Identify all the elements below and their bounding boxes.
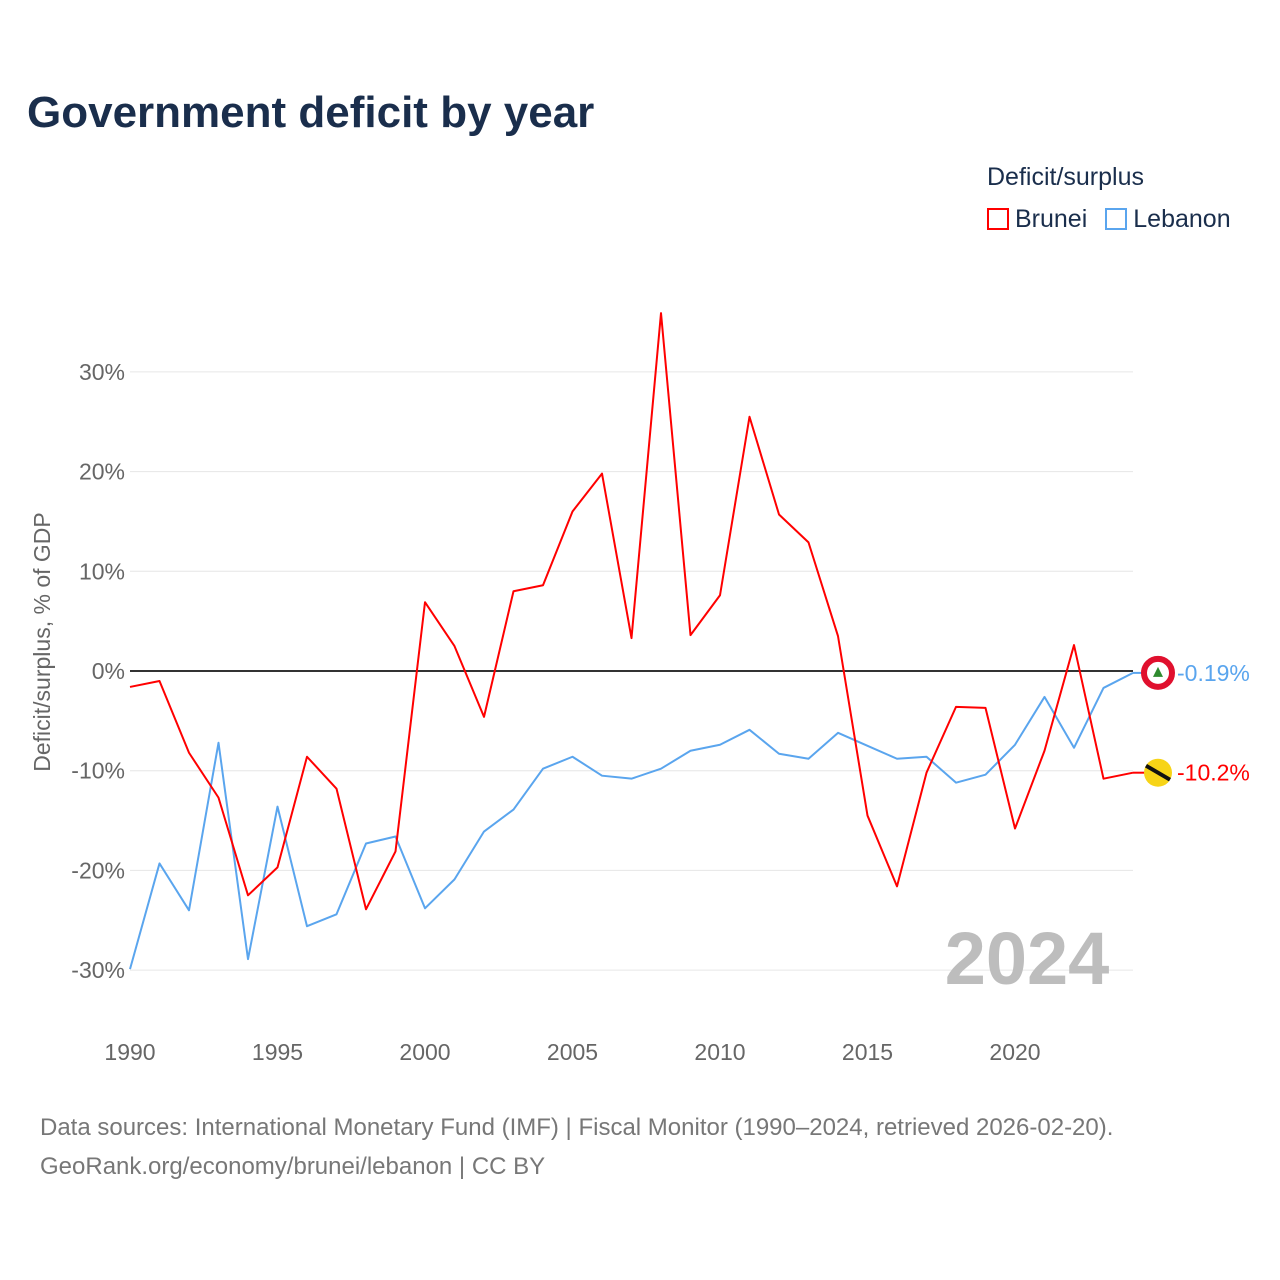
series-line-brunei bbox=[129, 312, 1134, 911]
x-tick-label: 2015 bbox=[842, 1039, 893, 1065]
end-label-lebanon: -0.19% bbox=[1177, 660, 1250, 686]
end-label-brunei: -10.2% bbox=[1177, 760, 1250, 786]
footer: Data sources: International Monetary Fun… bbox=[40, 1108, 1113, 1186]
y-tick-label: -20% bbox=[71, 857, 125, 883]
cedar-icon bbox=[1153, 666, 1163, 677]
x-tick-label: 1990 bbox=[104, 1039, 155, 1065]
legend-label: Brunei bbox=[1015, 205, 1088, 233]
legend-title: Deficit/surplus bbox=[987, 163, 1144, 191]
legend-swatch bbox=[1105, 208, 1128, 230]
year-watermark: 2024 bbox=[945, 917, 1110, 1000]
x-tick-label: 2010 bbox=[694, 1039, 745, 1065]
legend-item-brunei[interactable]: Brunei bbox=[987, 205, 1087, 234]
legend-item-lebanon[interactable]: Lebanon bbox=[1105, 205, 1231, 234]
y-tick-label: -10% bbox=[71, 758, 125, 784]
y-tick-label: 20% bbox=[79, 459, 125, 485]
legend-swatch bbox=[987, 208, 1009, 230]
series-line-lebanon bbox=[129, 672, 1134, 970]
y-tick-label: 10% bbox=[79, 558, 125, 584]
y-tick-label: 30% bbox=[79, 359, 125, 385]
x-tick-label: 2000 bbox=[399, 1039, 450, 1065]
x-tick-label: 2020 bbox=[989, 1039, 1040, 1065]
source-text: Data sources: International Monetary Fun… bbox=[40, 1114, 1114, 1141]
attribution-text: GeoRank.org/economy/brunei/lebanon | CC … bbox=[40, 1153, 546, 1180]
y-tick-label: -30% bbox=[71, 957, 125, 983]
legend-label: Lebanon bbox=[1133, 205, 1231, 233]
x-tick-label: 1995 bbox=[252, 1039, 303, 1065]
y-tick-label: 0% bbox=[92, 658, 125, 684]
chart-title: Government deficit by year bbox=[27, 88, 595, 137]
legend: Brunei Lebanon bbox=[987, 205, 1231, 234]
y-axis-label: Deficit/surplus, % of GDP bbox=[29, 512, 55, 771]
flag-stripe-icon bbox=[1144, 763, 1172, 782]
x-tick-label: 2005 bbox=[547, 1039, 598, 1065]
